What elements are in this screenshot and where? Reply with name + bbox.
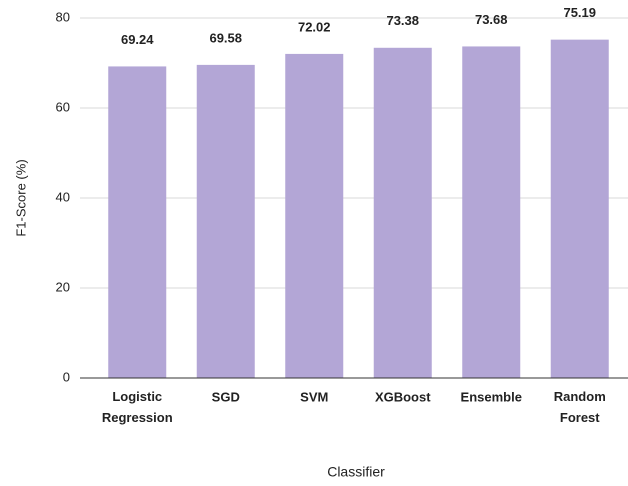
value-label: 72.02 — [298, 19, 331, 34]
x-tick-label: XGBoost — [375, 389, 431, 404]
bar — [373, 47, 432, 378]
bar — [550, 39, 609, 379]
bar — [285, 53, 344, 378]
x-axis-label: Classifier — [327, 464, 385, 480]
value-label: 73.38 — [386, 13, 419, 28]
value-label: 69.58 — [209, 30, 242, 45]
bar — [462, 46, 521, 378]
value-label: 75.19 — [563, 5, 596, 20]
y-axis-label: F1-Score (%) — [13, 159, 28, 236]
bar — [196, 64, 255, 378]
y-tick-label: 60 — [56, 99, 70, 114]
bar — [108, 66, 167, 379]
x-tick-label: Random Forest — [554, 389, 606, 425]
y-tick-label: 0 — [63, 369, 70, 384]
value-label: 69.24 — [121, 32, 154, 47]
x-tick-label: SGD — [212, 389, 240, 404]
value-label: 73.68 — [475, 12, 508, 27]
x-tick-label: SVM — [300, 389, 328, 404]
x-tick-label: Logistic Regression — [102, 389, 173, 425]
x-tick-label: Ensemble — [461, 389, 522, 404]
y-tick-label: 40 — [56, 189, 70, 204]
y-tick-label: 20 — [56, 279, 70, 294]
y-tick-label: 80 — [56, 9, 70, 24]
